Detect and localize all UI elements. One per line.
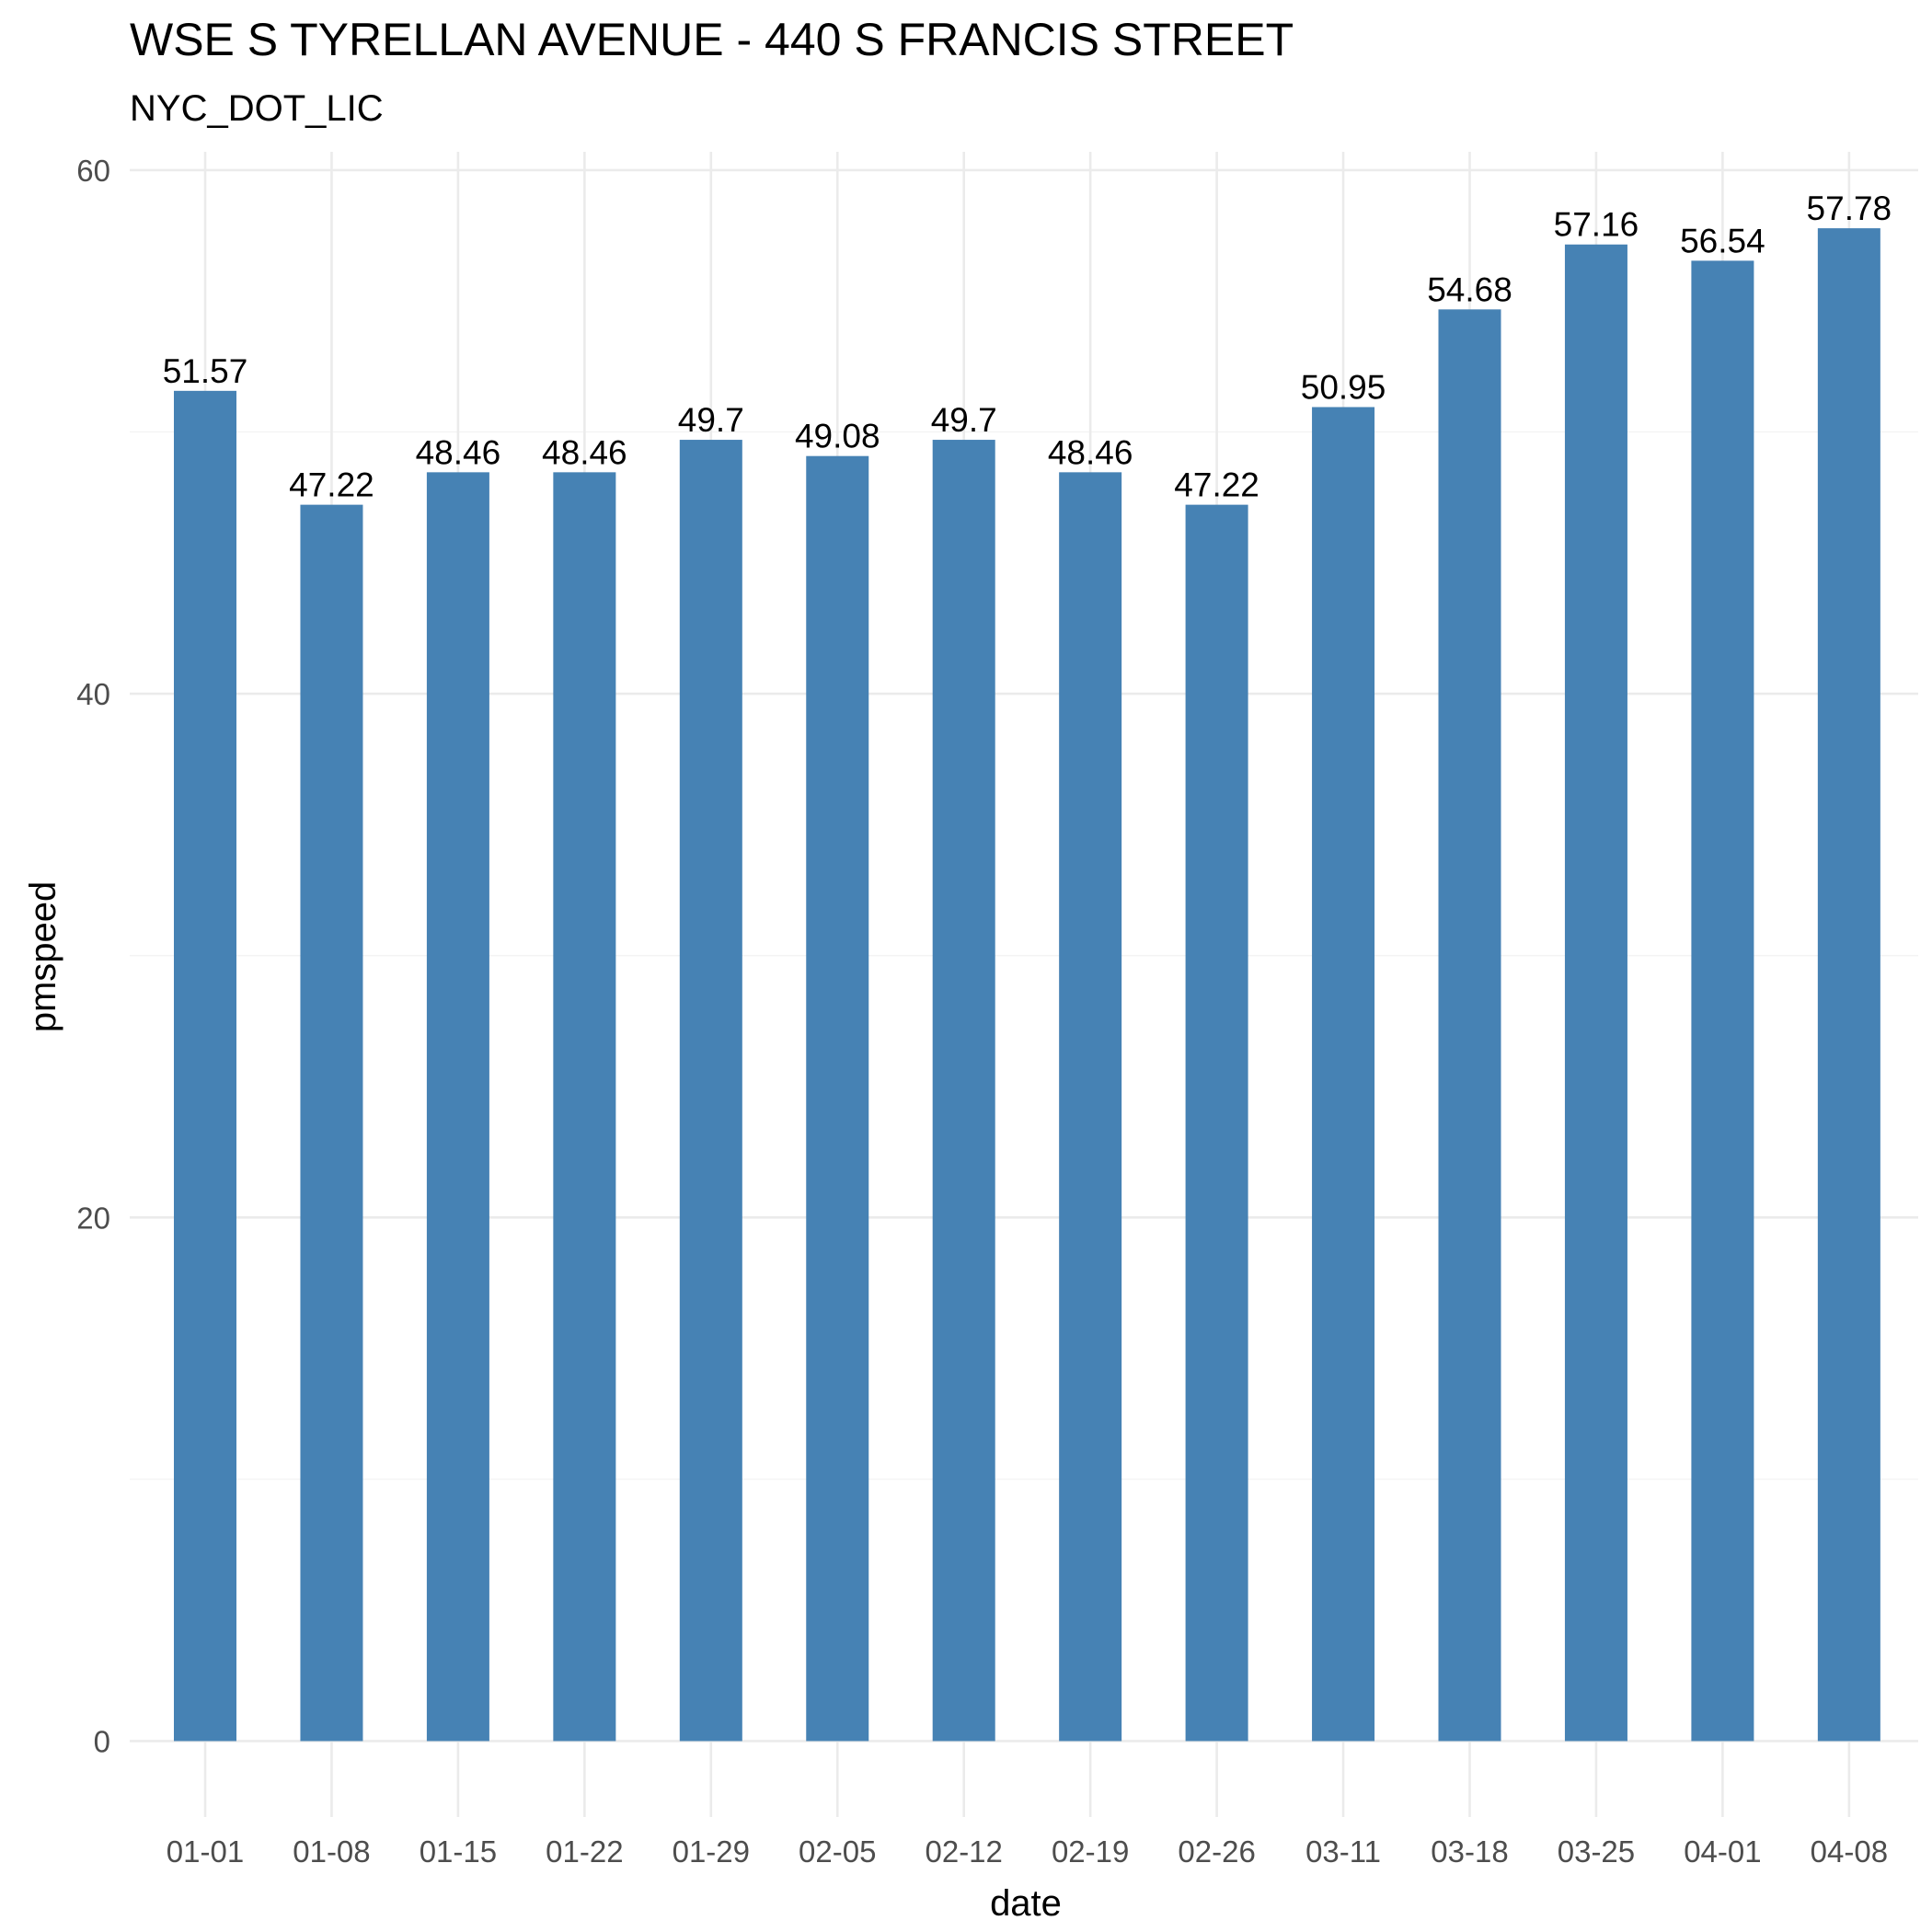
data-labels: 51.57 47.22 48.46 48.46 49.7 49.08 49.7 48.46 47… [163,190,1892,504]
bar [426,472,489,1742]
data-label: 48.46 [542,433,627,471]
bar [553,472,616,1742]
bar [1059,472,1122,1742]
x-tick-label: 01-15 [420,1834,497,1869]
y-axis-title: pmspeed [23,881,63,1033]
x-axis-ticks: 01-01 01-08 01-15 01-22 01-29 02-05 02-12 02-19… [167,1834,1888,1869]
grid [130,152,1918,1817]
data-label: 48.46 [1048,433,1133,471]
x-tick-label: 04-08 [1811,1834,1888,1869]
bars [174,228,1880,1742]
bar [679,440,742,1742]
x-tick-label: 02-26 [1178,1834,1255,1869]
bar [1564,244,1627,1742]
bar [174,390,236,1742]
data-label: 49.08 [795,418,880,455]
x-tick-label: 01-01 [167,1834,244,1869]
x-tick-label: 02-05 [799,1834,876,1869]
bar [1691,260,1754,1742]
data-label: 49.7 [678,401,744,439]
data-label: 57.78 [1807,190,1892,227]
y-tick-label: 60 [76,154,110,188]
x-tick-label: 03-11 [1305,1834,1381,1869]
bar [1438,309,1501,1742]
x-tick-label: 01-29 [673,1834,750,1869]
chart-title: WSE S TYRELLAN AVENUE - 440 S FRANCIS ST… [130,14,1294,65]
data-label: 47.22 [289,466,374,504]
data-label: 54.68 [1427,270,1512,308]
bar [932,440,995,1742]
bar [1817,228,1880,1742]
x-tick-label: 02-12 [925,1834,1002,1869]
x-tick-label: 02-19 [1052,1834,1129,1869]
bar [1312,407,1375,1742]
x-tick-label: 01-22 [546,1834,623,1869]
bar [806,455,869,1742]
data-label: 47.22 [1174,466,1259,504]
x-axis-title: date [990,1883,1062,1924]
data-label: 48.46 [416,433,501,471]
data-label: 49.7 [931,401,997,439]
x-tick-label: 03-18 [1431,1834,1508,1869]
data-label: 57.16 [1554,206,1639,244]
y-tick-label: 0 [94,1724,110,1758]
x-tick-label: 03-25 [1558,1834,1635,1869]
y-axis-ticks: 0 20 40 60 [76,154,110,1759]
x-tick-label: 04-01 [1684,1834,1761,1869]
bar [1185,504,1248,1742]
chart-subtitle: NYC_DOT_LIC [130,88,384,129]
y-tick-label: 20 [76,1201,110,1235]
x-tick-label: 01-08 [293,1834,370,1869]
y-tick-label: 40 [76,677,110,711]
data-label: 51.57 [163,352,248,390]
data-label: 50.95 [1301,368,1386,406]
data-label: 56.54 [1680,222,1765,259]
bar [300,504,363,1742]
